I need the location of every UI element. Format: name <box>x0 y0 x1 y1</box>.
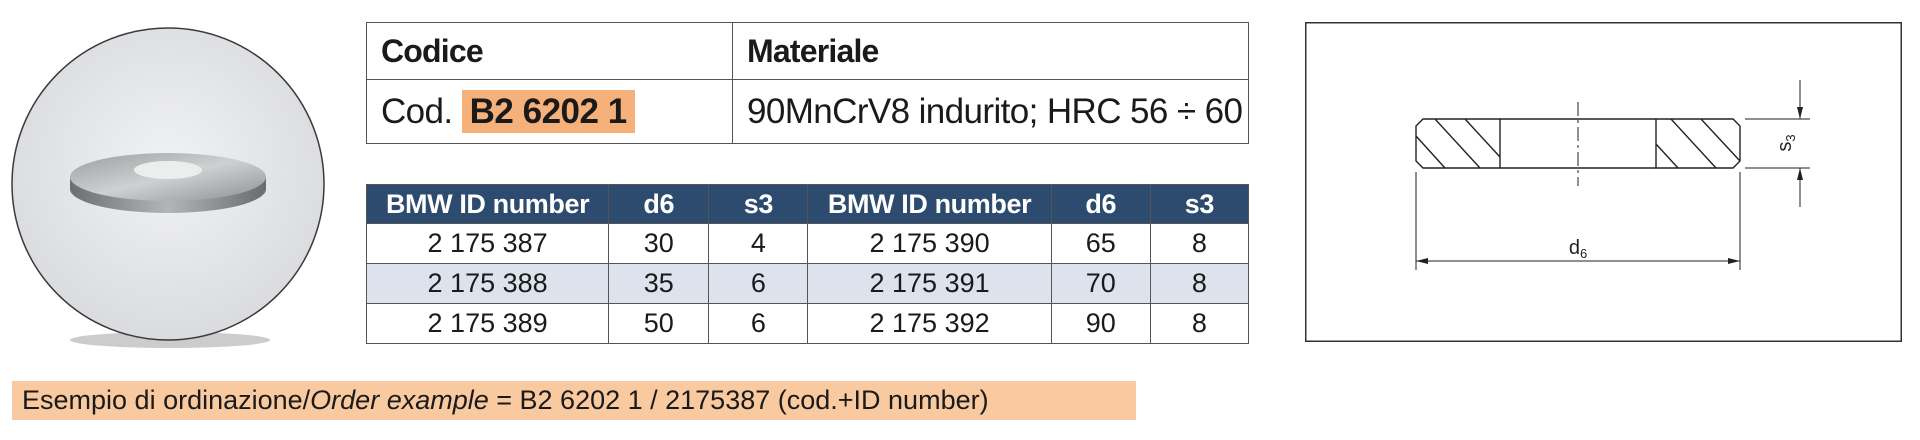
table-cell: 2 175 391 <box>807 263 1052 304</box>
column-header: s3 <box>1149 184 1250 224</box>
dim-sub: 6 <box>1580 246 1587 261</box>
diameter-label: d6 <box>1569 237 1587 261</box>
table-cell: 2 175 392 <box>807 303 1052 344</box>
material: 90MnCrV8 indurito; HRC 56 ÷ 60 <box>732 79 1249 144</box>
material-header: Materiale <box>732 22 1249 80</box>
column-header: d6 <box>1050 184 1151 224</box>
id-table: BMW ID number d6 s3 BMW ID number d6 s3 2 175… <box>365 184 1250 344</box>
table-cell: 30 <box>608 223 710 264</box>
column-header: BMW ID number <box>807 184 1052 224</box>
order-example: Esempio di ordinazione/Order example = B… <box>12 381 1136 420</box>
drawing-frame <box>1305 22 1902 342</box>
table-cell: 6 <box>708 303 809 344</box>
table-cell: 70 <box>1050 263 1151 304</box>
table-cell: 90 <box>1050 303 1151 344</box>
column-header: s3 <box>708 184 809 224</box>
table-cell: 8 <box>1149 263 1250 304</box>
dim-base: d <box>1569 237 1580 259</box>
thickness-label: s3 <box>1774 134 1798 151</box>
table-cell: 8 <box>1149 303 1250 344</box>
code-header: Codice <box>366 22 733 80</box>
order-rest: = B2 6202 1 / 2175387 (cod.+ID number) <box>488 385 989 415</box>
table-cell: 2 175 390 <box>807 223 1052 264</box>
code-cell: Cod. B2 6202 1 <box>366 79 733 144</box>
product-photo <box>11 27 325 348</box>
table-row: 2 175 389 50 6 2 175 392 90 8 <box>365 303 1250 344</box>
order-italic: Order example <box>310 385 489 415</box>
order-lead: Esempio di ordinazione/ <box>22 385 311 415</box>
column-header: BMW ID number <box>365 184 610 224</box>
code: B2 6202 1 <box>461 89 635 133</box>
table-cell: 4 <box>708 223 809 264</box>
table-cell: 8 <box>1149 223 1250 264</box>
table-cell: 6 <box>708 263 809 304</box>
code-table: Codice Materiale Cod. B2 6202 1 90MnCrV8 i… <box>366 22 1249 144</box>
dim-sub: 3 <box>1783 134 1798 141</box>
table-row: 2 175 388 35 6 2 175 391 70 8 <box>365 263 1250 304</box>
table-cell: 2 175 388 <box>365 263 610 304</box>
dim-base: s <box>1774 142 1796 152</box>
arrows <box>1416 107 1803 264</box>
table-cell: 50 <box>608 303 710 344</box>
column-header: d6 <box>608 184 710 224</box>
table-row: 2 175 387 30 4 2 175 390 65 8 <box>365 223 1250 264</box>
code-prefix: Cod. <box>381 91 453 131</box>
technical-drawing: d6 s3 <box>1305 22 1902 342</box>
table-cell: 35 <box>608 263 710 304</box>
table-cell: 2 175 389 <box>365 303 610 344</box>
table-cell: 65 <box>1050 223 1151 264</box>
washer-hole <box>134 161 202 179</box>
table-cell: 2 175 387 <box>365 223 610 264</box>
hatching <box>1415 118 1741 169</box>
